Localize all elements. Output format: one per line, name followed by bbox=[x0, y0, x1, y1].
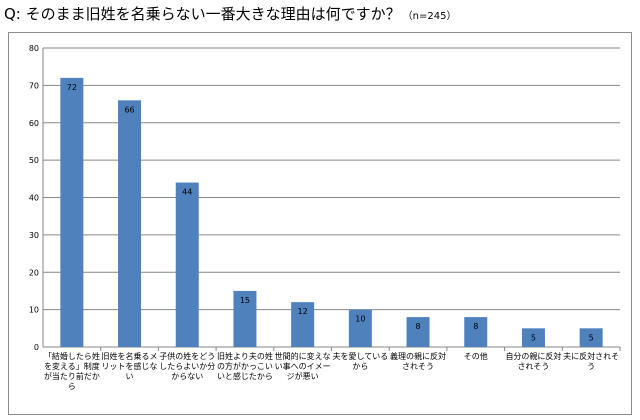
x-tick-label: 夫に反対されそう bbox=[563, 352, 620, 371]
data-label: 12 bbox=[298, 307, 308, 316]
data-label: 66 bbox=[124, 105, 134, 114]
chart-frame bbox=[8, 32, 632, 415]
data-label: 8 bbox=[473, 322, 478, 331]
bar bbox=[521, 328, 545, 347]
y-tick-label: 10 bbox=[29, 306, 39, 315]
bar bbox=[175, 182, 199, 347]
y-tick-label: 40 bbox=[29, 194, 39, 203]
y-tick-label: 0 bbox=[34, 343, 39, 352]
x-tick-label: 「結婚したら姓を変える」制度が当たり前だから bbox=[43, 352, 100, 391]
data-label: 5 bbox=[589, 333, 594, 342]
y-tick-label: 60 bbox=[29, 119, 39, 128]
y-tick-label: 20 bbox=[29, 268, 39, 277]
bar bbox=[291, 302, 315, 347]
x-tick-label: 自分の親に反対されそう bbox=[505, 352, 562, 371]
y-tick-label: 80 bbox=[29, 44, 39, 53]
y-tick-label: 50 bbox=[29, 156, 39, 165]
data-label: 10 bbox=[355, 315, 365, 324]
chart-title: Q: そのまま旧姓を名乗らない一番大きな理由は何ですか？ （n=245） bbox=[4, 3, 456, 25]
data-label: 15 bbox=[240, 296, 250, 305]
data-label: 8 bbox=[416, 322, 421, 331]
x-tick-label: 旧姓より夫の姓の方がかっこいいと感じたから bbox=[216, 352, 273, 381]
bar bbox=[579, 328, 603, 347]
x-tick-label: その他 bbox=[463, 352, 488, 361]
y-tick-label: 70 bbox=[29, 81, 39, 90]
data-label: 72 bbox=[67, 83, 77, 92]
data-label: 5 bbox=[531, 333, 536, 342]
x-tick-label: 夫を愛しているから bbox=[332, 352, 389, 371]
bar bbox=[406, 317, 430, 347]
chart-title-text: Q: そのまま旧姓を名乗らない一番大きな理由は何ですか？ bbox=[4, 5, 401, 23]
bar bbox=[233, 290, 257, 347]
y-tick-label: 30 bbox=[29, 231, 39, 240]
sample-size-note: （n=245） bbox=[402, 11, 457, 22]
bar bbox=[60, 77, 84, 348]
x-tick-label: 義理の親に反対されそう bbox=[390, 352, 447, 371]
x-tick-label: 子供の姓をどうしたらよいか分からない bbox=[159, 352, 216, 381]
x-tick-label: 旧姓を名乗るメリットを感じない bbox=[101, 352, 158, 381]
bar bbox=[464, 317, 488, 347]
bar bbox=[118, 100, 142, 347]
bar bbox=[348, 309, 372, 347]
data-label: 44 bbox=[182, 188, 192, 197]
x-tick-label: 世間的に変えない事へのイメージが悪い bbox=[274, 352, 331, 381]
